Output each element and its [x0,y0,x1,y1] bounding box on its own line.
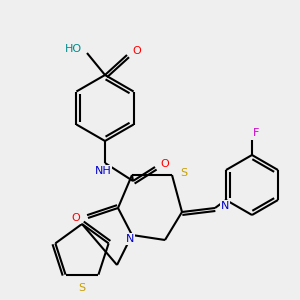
Text: O: O [72,213,80,223]
Text: N: N [221,201,229,211]
Text: NH: NH [94,166,111,176]
Text: O: O [133,46,141,56]
Text: F: F [253,128,259,138]
Text: HO: HO [64,44,82,54]
Text: S: S [180,168,188,178]
Text: O: O [160,159,169,169]
Text: S: S [78,283,85,293]
Text: N: N [126,234,134,244]
